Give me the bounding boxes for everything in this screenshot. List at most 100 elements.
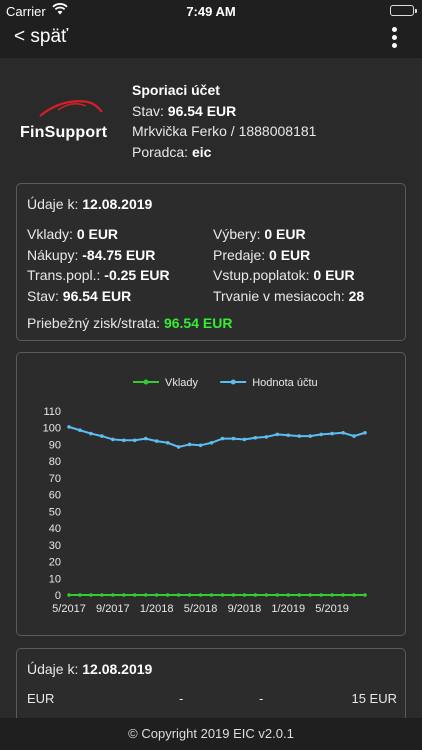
summary-left-column: Vklady: 0 EUR Nákupy: -84.75 EUR Trans.p…	[27, 224, 170, 306]
account-value-chart: 0 10 20 30 40 50 60 70 80 90 100 110 5/2017 9/2017 1/2…	[43, 377, 367, 615]
positions-date-value: 12.08.2019	[82, 661, 153, 677]
series-line	[68, 425, 366, 449]
summary-item-value: 0 EUR	[264, 226, 306, 242]
balance-label: Stav:	[132, 102, 164, 119]
data-point	[100, 593, 104, 597]
y-tick-label: 40	[49, 523, 61, 535]
data-point	[198, 593, 203, 597]
data-point	[242, 593, 247, 597]
data-point	[264, 593, 269, 597]
data-point	[67, 593, 71, 597]
data-point	[111, 437, 115, 442]
data-point	[187, 442, 192, 447]
status-bar: Carrier 7:49 AM	[0, 0, 422, 22]
data-point	[330, 593, 334, 597]
profit-row: Priebežný zisk/strata: 96.54 EUR	[27, 315, 232, 331]
data-point	[143, 436, 148, 441]
summary-item-label: Vstup.poplatok:	[213, 267, 310, 283]
data-point	[363, 593, 367, 597]
profit-value: 96.54 EUR	[163, 315, 233, 331]
summary-item: Predaje: 0 EUR	[213, 245, 364, 266]
profit-label: Priebežný zisk/strata:	[27, 315, 161, 331]
finsupport-logo: FinSupport	[18, 92, 118, 142]
y-tick-label: 10	[49, 573, 61, 585]
data-point	[286, 433, 291, 438]
data-point	[187, 593, 192, 597]
summary-item: Výbery: 0 EUR	[213, 224, 364, 245]
data-point	[264, 435, 269, 439]
data-point	[352, 593, 356, 597]
y-tick-label: 110	[43, 406, 61, 418]
x-tick-label: 1/2018	[140, 603, 174, 615]
data-point	[253, 435, 258, 440]
data-point	[308, 434, 312, 438]
summary-item-value: 96.54 EUR	[62, 287, 132, 304]
summary-item: Trans.popl.: -0.25 EUR	[27, 265, 170, 286]
data-point	[78, 428, 82, 433]
y-tick-label: 70	[49, 473, 61, 485]
copyright-text: © Copyright 2019 EIC v2.0.1	[128, 726, 294, 741]
y-tick-label: 20	[49, 557, 61, 569]
summary-item: Vstup.poplatok: 0 EUR	[213, 265, 364, 286]
summary-item-label: Trans.popl.:	[27, 267, 101, 283]
legend-marker	[143, 379, 149, 385]
data-point	[231, 436, 236, 441]
back-button[interactable]: < späť	[14, 26, 69, 47]
data-point	[122, 438, 126, 443]
data-point	[154, 593, 159, 597]
data-point	[286, 593, 291, 597]
chart-card: 0 10 20 30 40 50 60 70 80 90 100 110 5/2017 9/2017 1/2…	[16, 352, 406, 636]
x-tick-label: 9/2018	[228, 603, 262, 615]
data-point	[341, 430, 345, 435]
date-label: Údaje k:	[27, 196, 79, 212]
data-point	[275, 593, 280, 597]
wifi-icon	[52, 3, 68, 18]
data-point	[165, 593, 170, 597]
position-col2: -	[179, 691, 184, 706]
data-point	[122, 593, 126, 597]
battery-icon	[390, 5, 417, 16]
y-tick-label: 50	[49, 506, 61, 518]
x-tick-label: 5/2019	[315, 603, 349, 615]
legend-label: Vklady	[165, 377, 199, 389]
data-point	[297, 434, 302, 438]
summary-item-label: Výbery:	[213, 226, 261, 242]
summary-item-value: 0 EUR	[313, 267, 355, 283]
account-info: Sporiaci účet Stav: 96.54 EUR Mrkvička F…	[132, 80, 316, 162]
summary-item-value: -84.75 EUR	[82, 246, 156, 263]
x-tick-label: 5/2018	[184, 603, 218, 615]
date-value: 12.08.2019	[82, 196, 153, 212]
position-amount: 15 EUR	[351, 691, 397, 706]
summary-date: Údaje k: 12.08.2019	[27, 196, 152, 212]
summary-item-value: 0 EUR	[76, 226, 119, 242]
positions-date-label: Údaje k:	[27, 661, 79, 677]
advisor-label: Poradca:	[132, 143, 189, 160]
summary-item-label: Trvanie v mesiacoch:	[213, 287, 345, 304]
y-tick-label: 100	[43, 423, 61, 435]
data-point	[330, 431, 334, 436]
data-point	[209, 593, 214, 597]
data-point	[209, 440, 214, 445]
x-tick-label: 1/2019	[271, 603, 305, 615]
data-point	[275, 432, 280, 437]
logo-text: FinSupport	[20, 124, 108, 141]
nav-bar: < späť	[0, 22, 422, 58]
y-tick-label: 30	[49, 540, 61, 552]
positions-date: Údaje k: 12.08.2019	[27, 661, 152, 677]
data-point	[308, 593, 312, 597]
more-menu-icon[interactable]	[390, 24, 398, 52]
y-tick-label: 60	[49, 490, 61, 502]
x-tick-label: 9/2017	[96, 603, 130, 615]
y-tick-label: 0	[55, 590, 61, 602]
data-point	[198, 443, 203, 448]
position-col3: -	[259, 691, 264, 706]
data-point	[319, 432, 323, 437]
y-tick-label: 90	[49, 439, 61, 451]
summary-item: Trvanie v mesiacoch: 28	[213, 286, 364, 307]
data-point	[341, 593, 345, 597]
summary-item-label: Nákupy:	[27, 246, 79, 263]
positions-card: Údaje k: 12.08.2019 EUR - - 15 EUR	[16, 648, 406, 728]
balance-value: 96.54 EUR	[167, 102, 237, 119]
data-point	[78, 593, 82, 597]
carrier-label: Carrier	[6, 4, 46, 19]
